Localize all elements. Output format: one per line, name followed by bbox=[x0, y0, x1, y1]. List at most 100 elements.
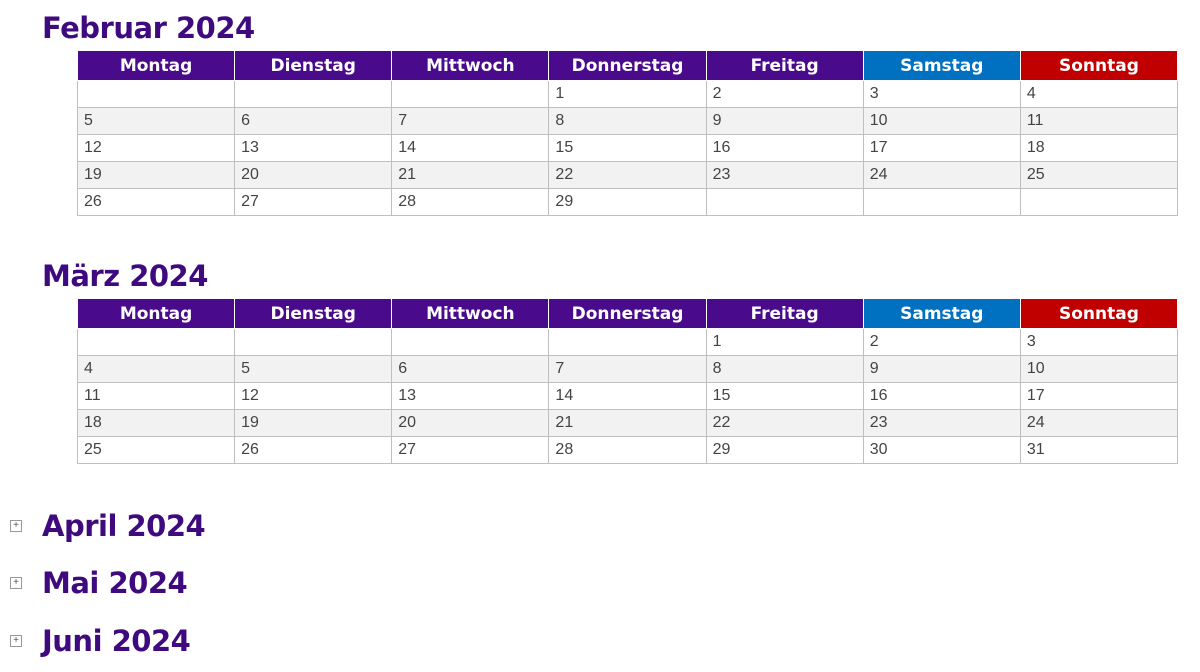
expand-toggle[interactable]: + bbox=[10, 577, 22, 589]
day-cell: 28 bbox=[391, 188, 550, 216]
day-cell: 12 bbox=[234, 382, 393, 410]
day-cell bbox=[234, 80, 393, 108]
week-row: 4 5 6 7 8 9 10 bbox=[76, 355, 1179, 383]
day-cell: 13 bbox=[391, 382, 550, 410]
day-cell: 3 bbox=[862, 80, 1021, 108]
day-cell: 11 bbox=[76, 382, 236, 410]
day-cell: 16 bbox=[705, 134, 864, 162]
weekday-header: Sonntag bbox=[1019, 298, 1179, 329]
day-cell: 2 bbox=[705, 80, 864, 108]
day-cell: 27 bbox=[234, 188, 393, 216]
week-row: 25 26 27 28 29 30 31 bbox=[76, 436, 1179, 464]
day-cell bbox=[391, 80, 550, 108]
day-cell bbox=[862, 188, 1021, 216]
day-cell: 29 bbox=[548, 188, 707, 216]
day-cell: 18 bbox=[76, 409, 236, 437]
day-cell: 31 bbox=[1019, 436, 1179, 464]
day-cell: 10 bbox=[862, 107, 1021, 135]
day-cell: 16 bbox=[862, 382, 1021, 410]
day-cell: 17 bbox=[1019, 382, 1179, 410]
day-cell: 5 bbox=[76, 107, 236, 135]
month-title: Februar 2024 bbox=[42, 11, 255, 45]
day-cell: 8 bbox=[705, 355, 864, 383]
month-title[interactable]: April 2024 bbox=[42, 509, 206, 543]
day-cell: 2 bbox=[862, 328, 1021, 356]
day-cell: 19 bbox=[76, 161, 236, 189]
day-cell: 8 bbox=[548, 107, 707, 135]
day-cell: 27 bbox=[391, 436, 550, 464]
day-cell: 4 bbox=[76, 355, 236, 383]
day-cell: 12 bbox=[76, 134, 236, 162]
day-cell: 11 bbox=[1019, 107, 1179, 135]
day-cell bbox=[391, 328, 550, 356]
day-cell: 23 bbox=[705, 161, 864, 189]
day-cell: 26 bbox=[76, 188, 236, 216]
day-cell bbox=[1019, 188, 1179, 216]
weekday-header: Samstag bbox=[862, 298, 1021, 329]
day-cell: 23 bbox=[862, 409, 1021, 437]
month-title[interactable]: Juni 2024 bbox=[42, 624, 191, 658]
day-cell: 22 bbox=[705, 409, 864, 437]
expand-toggle[interactable]: + bbox=[10, 520, 22, 532]
day-cell: 7 bbox=[548, 355, 707, 383]
day-cell: 20 bbox=[391, 409, 550, 437]
weekday-header: Dienstag bbox=[234, 298, 393, 329]
day-cell: 29 bbox=[705, 436, 864, 464]
weekday-header: Montag bbox=[76, 298, 236, 329]
day-cell: 22 bbox=[548, 161, 707, 189]
calendar-table: Montag Dienstag Mittwoch Donnerstag Freitag S… bbox=[76, 298, 1179, 464]
day-cell: 21 bbox=[548, 409, 707, 437]
day-cell: 18 bbox=[1019, 134, 1179, 162]
day-cell: 9 bbox=[862, 355, 1021, 383]
day-cell bbox=[705, 188, 864, 216]
day-cell: 20 bbox=[234, 161, 393, 189]
day-cell: 14 bbox=[548, 382, 707, 410]
day-cell: 9 bbox=[705, 107, 864, 135]
expand-toggle[interactable]: + bbox=[10, 635, 22, 647]
day-cell: 28 bbox=[548, 436, 707, 464]
month-title[interactable]: Mai 2024 bbox=[42, 566, 188, 600]
day-cell: 4 bbox=[1019, 80, 1179, 108]
day-cell: 30 bbox=[862, 436, 1021, 464]
day-cell: 25 bbox=[76, 436, 236, 464]
header-row: Montag Dienstag Mittwoch Donnerstag Freitag S… bbox=[76, 50, 1179, 81]
day-cell: 6 bbox=[391, 355, 550, 383]
weekday-header: Dienstag bbox=[234, 50, 393, 81]
day-cell: 24 bbox=[862, 161, 1021, 189]
weekday-header: Mittwoch bbox=[391, 298, 550, 329]
day-cell: 15 bbox=[705, 382, 864, 410]
week-row: 18 19 20 21 22 23 24 bbox=[76, 409, 1179, 437]
weekday-header: Donnerstag bbox=[548, 298, 707, 329]
day-cell bbox=[76, 328, 236, 356]
day-cell: 14 bbox=[391, 134, 550, 162]
day-cell: 21 bbox=[391, 161, 550, 189]
week-row: 12 13 14 15 16 17 18 bbox=[76, 134, 1179, 162]
day-cell: 5 bbox=[234, 355, 393, 383]
day-cell: 13 bbox=[234, 134, 393, 162]
month-title: März 2024 bbox=[42, 259, 208, 293]
weekday-header: Mittwoch bbox=[391, 50, 550, 81]
week-row: 19 20 21 22 23 24 25 bbox=[76, 161, 1179, 189]
day-cell bbox=[548, 328, 707, 356]
day-cell: 19 bbox=[234, 409, 393, 437]
header-row: Montag Dienstag Mittwoch Donnerstag Freitag S… bbox=[76, 298, 1179, 329]
weekday-header: Samstag bbox=[862, 50, 1021, 81]
day-cell: 17 bbox=[862, 134, 1021, 162]
week-row: 5 6 7 8 9 10 11 bbox=[76, 107, 1179, 135]
day-cell: 6 bbox=[234, 107, 393, 135]
weekday-header: Freitag bbox=[705, 50, 864, 81]
calendar-table: Montag Dienstag Mittwoch Donnerstag Freitag S… bbox=[76, 50, 1179, 216]
week-row: 26 27 28 29 bbox=[76, 188, 1179, 216]
day-cell bbox=[76, 80, 236, 108]
weekday-header: Donnerstag bbox=[548, 50, 707, 81]
day-cell: 15 bbox=[548, 134, 707, 162]
day-cell: 10 bbox=[1019, 355, 1179, 383]
day-cell: 26 bbox=[234, 436, 393, 464]
weekday-header: Sonntag bbox=[1019, 50, 1179, 81]
day-cell: 7 bbox=[391, 107, 550, 135]
day-cell: 25 bbox=[1019, 161, 1179, 189]
weekday-header: Freitag bbox=[705, 298, 864, 329]
week-row: 11 12 13 14 15 16 17 bbox=[76, 382, 1179, 410]
